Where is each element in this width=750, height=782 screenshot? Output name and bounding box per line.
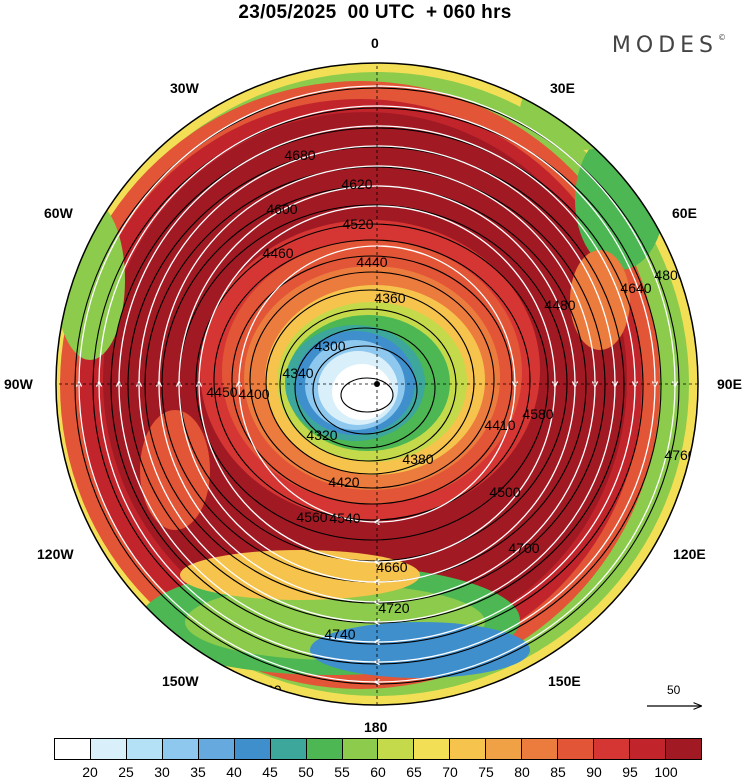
colorbar-labels: 20 25 30 35 40 45 50 55 60 65 70 75 80 85 90 95 100 [54,764,702,782]
contour-label: 4680 [284,147,315,163]
colorbar-tick-label: 30 [154,764,170,780]
contour-label: 4300 [314,338,345,354]
lon-label-90w: 90W [4,376,33,392]
contour-label: 4580 [522,406,553,422]
colorbar-swatch [270,739,307,759]
colorbar-tick-label: 40 [226,764,242,780]
contour-label: 4480 [544,297,575,313]
colorbar-tick-label: 45 [262,764,278,780]
colorbar-tick-label: 35 [190,764,206,780]
colorbar-swatch [234,739,271,759]
contour-label: 4720 [378,600,409,616]
colorbar-swatch [594,739,630,759]
colorbar-swatch [486,739,523,759]
colorbar-swatch [306,739,343,759]
lon-label-90e: 90E [717,376,742,392]
lon-label-150w: 150W [162,673,199,689]
contour-label: 4450 [206,384,237,400]
colorbar-tick-label: 100 [654,764,678,780]
lon-label-0: 0 [371,35,379,51]
contour-label: 4440 [356,254,387,270]
lon-label-30w: 30W [170,80,199,96]
modes-logo: MODES© [611,33,726,58]
colorbar-swatch [162,739,199,759]
contour-label: 4400 [238,386,269,402]
contour-label: 4380 [402,451,433,467]
colorbar-swatch [522,739,559,759]
contour-label: 4700 [508,540,539,556]
contour-label: 4560 [296,509,327,525]
lon-label-180: 180 [364,719,388,735]
contour-label: 4360 [374,290,405,306]
colorbar-tick-label: 75 [478,764,494,780]
colorbar-swatch [90,739,127,759]
colorbar-tick-label: 70 [442,764,458,780]
colorbar-swatch [630,739,666,759]
colorbar-swatch [558,739,595,759]
colorbar-swatch [126,739,163,759]
colorbar-tick-label: 25 [118,764,134,780]
map-title: 23/05/2025 00 UTC + 060 hrs [238,2,512,23]
colorbar-swatch [665,739,701,759]
colorbar-tick-label: 85 [550,764,566,780]
contour-label: 4760 [664,447,695,463]
colorbar-tick-label: 55 [334,764,350,780]
lon-label-120e: 120E [673,546,706,562]
colorbar-swatch [414,739,451,759]
lon-label-60e: 60E [672,205,697,221]
wind-speed-field: 4300 4320 4340 4360 4380 4400 4410 4420 … [56,63,698,705]
lon-label-30e: 30E [550,80,575,96]
lon-label-60w: 60W [44,205,73,221]
contour-label: 4660 [376,559,407,575]
colorbar-tick-label: 80 [514,764,530,780]
contour-label: 4540 [329,510,360,526]
wind-scale-label: 50 [667,683,681,697]
map-boundary [55,62,699,706]
contour-label: 4780 [250,682,281,698]
colorbar [54,738,702,760]
colorbar-swatch [342,739,379,759]
contour-label: 4410 [484,417,515,433]
pole-marker [374,381,380,387]
colorbar-tick-label: 60 [370,764,386,780]
contour-label: 4600 [266,201,297,217]
colorbar-swatch [55,739,91,759]
colorbar-tick-label: 50 [298,764,314,780]
colorbar-tick-label: 20 [82,764,98,780]
lon-label-120w: 120W [37,546,74,562]
contour-label: 4620 [341,176,372,192]
contour-label: 4420 [328,474,359,490]
contour-labels: 4300 4320 4340 4360 4380 4400 4410 4420 … [206,147,695,698]
contour-label: 4320 [306,427,337,443]
contour-label: 4500 [489,484,520,500]
colorbar-tick-label: 90 [586,764,602,780]
colorbar-swatch [198,739,235,759]
contour-label: 4520 [342,216,373,232]
colorbar-tick-label: 65 [406,764,422,780]
contour-label: 4740 [324,626,355,642]
colorbar-tick-label: 95 [622,764,638,780]
colorbar-swatch [450,739,487,759]
colorbar-swatch [378,739,415,759]
contour-label: 4340 [282,365,313,381]
lon-label-150e: 150E [548,673,581,689]
contour-label: 4640 [620,280,651,296]
contour-label: 4460 [262,245,293,261]
